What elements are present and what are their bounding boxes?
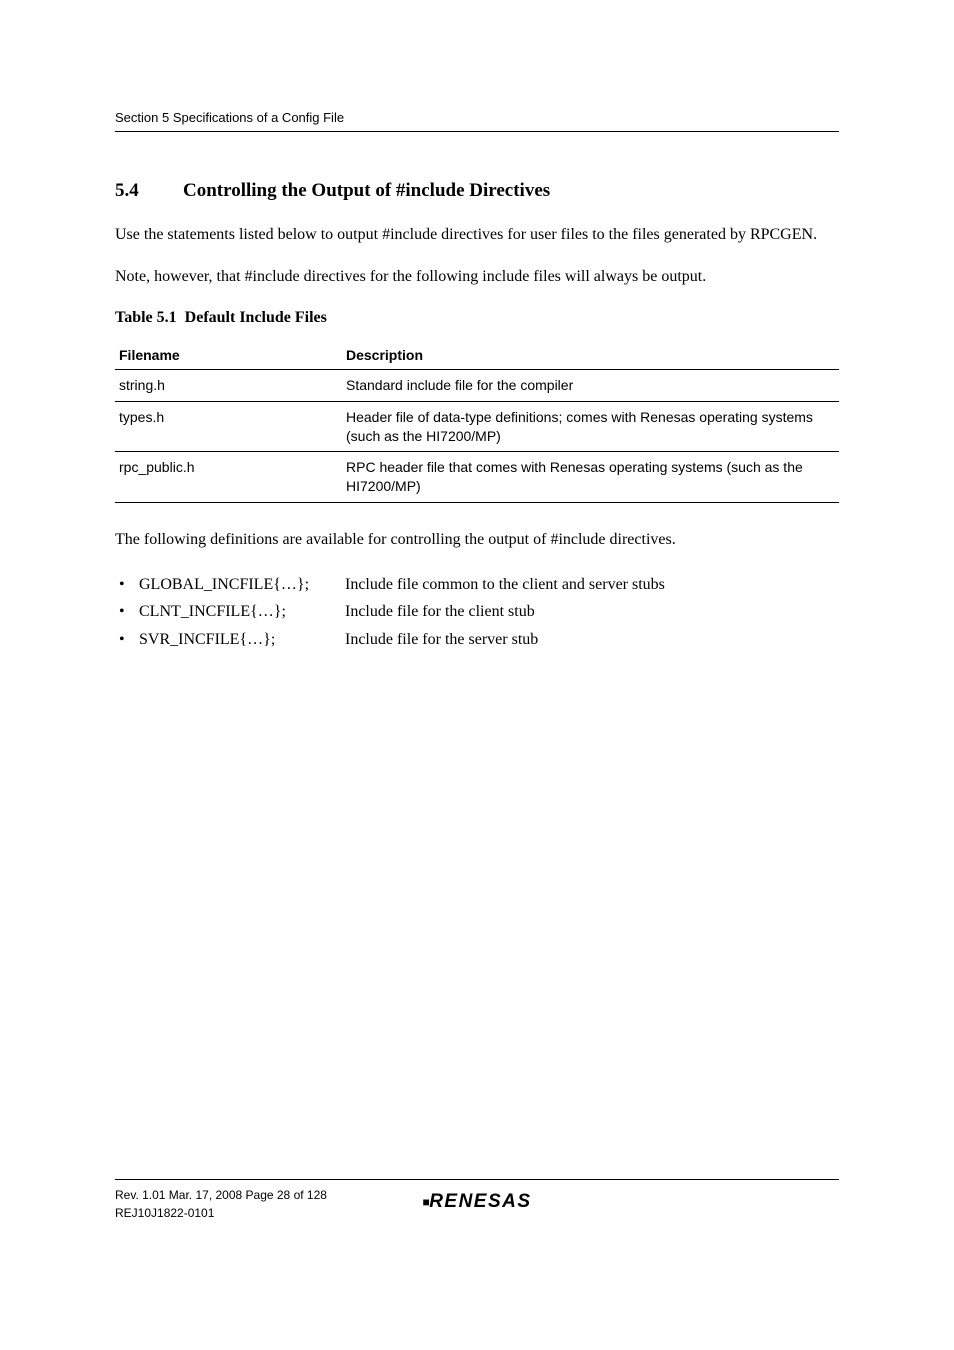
cell-description: Header file of data-type definitions; co… bbox=[342, 401, 839, 452]
list-item: • SVR_INCFILE{…}; Include file for the s… bbox=[115, 627, 839, 653]
def-term: CLNT_INCFILE{…}; bbox=[139, 599, 345, 625]
def-desc: Include file common to the client and se… bbox=[345, 572, 839, 598]
paragraph-2: Note, however, that #include directives … bbox=[115, 266, 839, 288]
bullet-icon: • bbox=[115, 627, 139, 653]
cell-filename: types.h bbox=[115, 401, 342, 452]
def-term: SVR_INCFILE{…}; bbox=[139, 627, 345, 653]
cell-filename: string.h bbox=[115, 369, 342, 401]
table-title: Table 5.1 Default Include Files bbox=[115, 309, 839, 327]
page-footer: Rev. 1.01 Mar. 17, 2008 Page 28 of 128 R… bbox=[115, 1179, 839, 1222]
table-row: string.h Standard include file for the c… bbox=[115, 369, 839, 401]
paragraph-3: The following definitions are available … bbox=[115, 529, 839, 551]
renesas-logo: ■RENESAS bbox=[422, 1191, 531, 1213]
cell-description: Standard include file for the compiler bbox=[342, 369, 839, 401]
header-rule bbox=[115, 131, 839, 132]
table-row: types.h Header file of data-type definit… bbox=[115, 401, 839, 452]
section-title: 5.4Controlling the Output of #include Di… bbox=[115, 180, 839, 202]
section-header: Section 5 Specifications of a Config Fil… bbox=[115, 110, 839, 125]
definition-list: • GLOBAL_INCFILE{…}; Include file common… bbox=[115, 572, 839, 653]
list-item: • GLOBAL_INCFILE{…}; Include file common… bbox=[115, 572, 839, 598]
include-files-table: Filename Description string.h Standard i… bbox=[115, 341, 839, 503]
bullet-icon: • bbox=[115, 599, 139, 625]
th-filename: Filename bbox=[115, 341, 342, 370]
def-desc: Include file for the client stub bbox=[345, 599, 839, 625]
bullet-icon: • bbox=[115, 572, 139, 598]
section-number: 5.4 bbox=[115, 180, 183, 202]
table-title-text: Default Include Files bbox=[185, 309, 327, 326]
table-header-row: Filename Description bbox=[115, 341, 839, 370]
def-term: GLOBAL_INCFILE{…}; bbox=[139, 572, 345, 598]
list-item: • CLNT_INCFILE{…}; Include file for the … bbox=[115, 599, 839, 625]
paragraph-1: Use the statements listed below to outpu… bbox=[115, 224, 839, 246]
footer-rule bbox=[115, 1179, 839, 1180]
table-number: Table 5.1 bbox=[115, 309, 177, 327]
cell-description: RPC header file that comes with Renesas … bbox=[342, 452, 839, 503]
section-title-text: Controlling the Output of #include Direc… bbox=[183, 180, 550, 201]
logo-text: RENESAS bbox=[429, 1191, 531, 1212]
table-row: rpc_public.h RPC header file that comes … bbox=[115, 452, 839, 503]
cell-filename: rpc_public.h bbox=[115, 452, 342, 503]
th-description: Description bbox=[342, 341, 839, 370]
def-desc: Include file for the server stub bbox=[345, 627, 839, 653]
